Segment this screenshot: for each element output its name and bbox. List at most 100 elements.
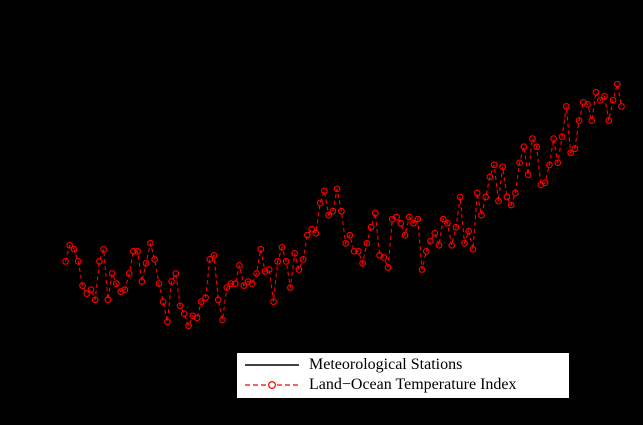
data-point-marker bbox=[499, 163, 507, 171]
data-point-marker bbox=[193, 314, 201, 322]
data-point-marker bbox=[130, 247, 137, 255]
data-point-marker bbox=[592, 88, 600, 96]
data-point-marker bbox=[287, 284, 294, 291]
data-point-marker bbox=[202, 294, 209, 302]
series-line bbox=[64, 84, 623, 328]
data-point-marker bbox=[346, 231, 354, 239]
data-point-marker bbox=[172, 270, 180, 277]
data-point-marker bbox=[83, 290, 91, 297]
data-point-marker bbox=[197, 298, 205, 306]
data-point-marker bbox=[465, 227, 473, 235]
data-point-marker bbox=[448, 241, 456, 249]
data-point-marker bbox=[138, 278, 146, 285]
data-point-marker bbox=[159, 298, 167, 306]
data-point-marker bbox=[584, 101, 591, 108]
data-point-marker bbox=[291, 250, 299, 257]
data-point-marker bbox=[219, 316, 226, 324]
data-point-marker bbox=[231, 280, 239, 287]
data-point-marker bbox=[312, 229, 320, 237]
data-point-marker bbox=[176, 302, 184, 310]
data-point-marker bbox=[533, 143, 540, 151]
data-point-marker bbox=[355, 247, 362, 255]
data-point-marker bbox=[546, 161, 553, 169]
data-point-marker bbox=[350, 247, 358, 255]
data-point-marker bbox=[401, 231, 409, 239]
data-point-marker bbox=[147, 239, 154, 247]
data-point-marker bbox=[121, 286, 129, 293]
data-point-marker bbox=[596, 96, 604, 104]
series-line bbox=[64, 53, 623, 332]
data-point-marker bbox=[299, 256, 307, 263]
data-point-marker bbox=[461, 239, 468, 247]
data-point-marker bbox=[87, 286, 95, 293]
data-point-marker bbox=[529, 135, 536, 142]
data-point-marker bbox=[108, 270, 116, 277]
data-point-marker bbox=[431, 229, 439, 237]
data-point-marker bbox=[155, 280, 163, 287]
data-point-marker bbox=[444, 219, 451, 227]
data-point-marker bbox=[151, 256, 158, 263]
data-point-marker bbox=[410, 219, 417, 227]
data-point-marker bbox=[66, 241, 74, 249]
chart-legend: Meteorological Stations Land−Ocean Tempe… bbox=[236, 352, 570, 399]
data-point-marker bbox=[550, 135, 557, 142]
solid-line-sample-icon bbox=[245, 364, 299, 366]
data-point-marker bbox=[295, 266, 303, 273]
plot-frame bbox=[56, 47, 631, 351]
data-point-marker bbox=[329, 207, 337, 215]
data-point-marker bbox=[304, 231, 311, 239]
data-point-marker bbox=[618, 103, 625, 110]
data-point-marker bbox=[180, 310, 188, 318]
data-point-marker bbox=[282, 258, 290, 265]
data-point-marker bbox=[380, 254, 388, 261]
data-point-marker bbox=[206, 256, 214, 263]
data-point-marker bbox=[257, 245, 265, 253]
legend-entry-land-ocean-index: Land−Ocean Temperature Index bbox=[243, 375, 563, 395]
data-point-marker bbox=[91, 296, 99, 304]
data-point-marker bbox=[516, 159, 523, 167]
data-point-marker bbox=[371, 209, 379, 217]
data-point-marker bbox=[168, 278, 175, 285]
data-point-marker bbox=[427, 237, 434, 245]
data-point-marker bbox=[240, 282, 248, 289]
data-point-marker bbox=[473, 189, 481, 197]
data-point-marker bbox=[414, 215, 422, 223]
data-point-marker bbox=[384, 264, 392, 271]
data-point-marker bbox=[274, 258, 282, 265]
data-point-marker bbox=[367, 223, 375, 231]
data-point-marker bbox=[316, 199, 324, 207]
data-point-marker bbox=[79, 282, 86, 289]
data-point-marker bbox=[562, 103, 570, 110]
data-point-marker bbox=[588, 117, 596, 124]
data-point-marker bbox=[278, 243, 286, 251]
data-point-marker bbox=[134, 247, 141, 255]
data-point-marker bbox=[486, 173, 494, 181]
data-point-marker bbox=[210, 252, 218, 259]
data-point-marker bbox=[164, 318, 171, 326]
data-point-marker bbox=[601, 92, 608, 100]
data-point-marker bbox=[520, 143, 528, 151]
data-point-marker bbox=[613, 80, 621, 88]
data-point-marker bbox=[397, 219, 405, 227]
data-point-marker bbox=[503, 193, 511, 201]
data-point-marker bbox=[490, 161, 498, 169]
data-point-marker bbox=[308, 225, 316, 233]
data-point-marker bbox=[236, 262, 243, 269]
legend-label-meteorological-stations: Meteorological Stations bbox=[309, 356, 463, 373]
data-point-marker bbox=[575, 117, 583, 124]
data-point-marker bbox=[270, 298, 277, 306]
data-point-marker bbox=[70, 245, 78, 253]
data-point-marker bbox=[100, 245, 108, 253]
data-point-marker bbox=[265, 266, 273, 273]
data-point-marker bbox=[558, 133, 566, 140]
data-point-marker bbox=[495, 197, 502, 205]
data-point-marker bbox=[74, 258, 82, 265]
data-point-marker bbox=[554, 159, 562, 167]
data-point-marker bbox=[609, 96, 617, 104]
data-point-marker bbox=[435, 241, 443, 249]
data-point-marker bbox=[62, 258, 69, 265]
data-point-marker bbox=[452, 223, 460, 231]
data-point-marker bbox=[142, 260, 150, 267]
data-point-marker bbox=[512, 189, 519, 197]
